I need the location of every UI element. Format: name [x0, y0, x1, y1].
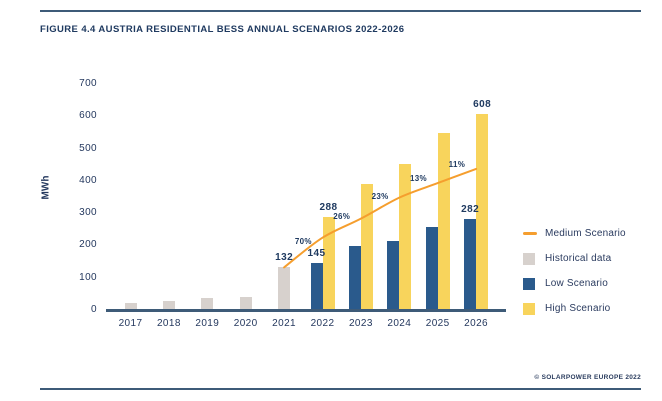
legend-item-high-scenario: High Scenario: [523, 296, 626, 321]
y-tick-label: 700: [79, 78, 97, 89]
x-tick-label: 2020: [233, 318, 258, 329]
y-tick-label: 400: [79, 174, 97, 186]
legend-item-medium-scenario: Medium Scenario: [523, 221, 626, 246]
x-axis-line: [106, 309, 506, 312]
x-tick-label: 2022: [310, 318, 335, 329]
x-tick-label: 2018: [156, 318, 181, 329]
bar-low-scenario-2022: [310, 263, 323, 311]
bar-low-scenario-2025: [425, 226, 438, 311]
legend-item-low-scenario: Low Scenario: [523, 271, 626, 296]
bar-high-scenario-2022: [322, 217, 335, 311]
legend-label: Low Scenario: [545, 278, 608, 289]
legend-label: High Scenario: [545, 303, 611, 314]
x-tick-label: 2019: [195, 318, 220, 329]
legend-item-historical-data: Historical data: [523, 246, 626, 271]
bar-low-scenario-2024: [387, 240, 400, 311]
x-tick-label: 2021: [272, 318, 297, 329]
value-label-2026: 608: [473, 98, 492, 110]
x-tick-label: 2023: [348, 318, 373, 329]
bar-historical-data-2018: [162, 300, 175, 311]
bar-historical-data-2020: [239, 297, 252, 311]
figure-title: FIGURE 4.4 AUSTRIA RESIDENTIAL BESS ANNU…: [40, 24, 405, 35]
y-tick-label: 500: [79, 142, 97, 154]
y-tick-label: 0: [91, 304, 97, 315]
bar-high-scenario-2026: [476, 113, 489, 311]
y-tick-label: 300: [79, 207, 97, 219]
value-label-2026: 282: [461, 203, 480, 215]
bar-historical-data-2017: [124, 302, 137, 311]
bar-historical-data-2019: [201, 298, 214, 311]
value-label-2022: 145: [307, 248, 326, 260]
legend-label: Medium Scenario: [545, 228, 626, 239]
bar-high-scenario-2023: [360, 184, 373, 311]
x-tick-label: 2026: [464, 318, 489, 329]
bar-low-scenario-2026: [464, 218, 477, 311]
growth-label-2024: 23%: [371, 192, 389, 202]
x-tick-label: 2025: [425, 318, 450, 329]
historical-data-swatch-icon: [523, 252, 535, 265]
top-divider: [40, 10, 641, 12]
legend-label: Historical data: [545, 253, 612, 264]
y-axis-label: MWh: [40, 175, 52, 200]
bar-high-scenario-2024: [399, 164, 412, 311]
copyright-note: © SOLARPOWER EUROPE 2022: [534, 374, 641, 381]
medium-scenario-line-icon: [523, 232, 537, 235]
chart-legend: Medium Scenario Historical data Low Scen…: [523, 221, 626, 321]
x-tick-label: 2024: [387, 318, 412, 329]
bar-low-scenario-2023: [348, 246, 361, 311]
growth-label-2023: 26%: [333, 212, 351, 222]
bar-historical-data-2021: [278, 267, 291, 311]
growth-label-2026: 11%: [448, 160, 466, 169]
y-tick-label: 200: [79, 239, 97, 251]
high-scenario-swatch-icon: [523, 302, 535, 315]
y-tick-label: 100: [79, 271, 97, 283]
x-tick-label: 2017: [118, 318, 143, 329]
low-scenario-swatch-icon: [523, 277, 535, 290]
y-tick-label: 600: [79, 110, 97, 122]
growth-label-2022: 70%: [294, 236, 312, 246]
growth-label-2025: 13%: [410, 174, 427, 184]
bottom-divider: [40, 388, 641, 390]
